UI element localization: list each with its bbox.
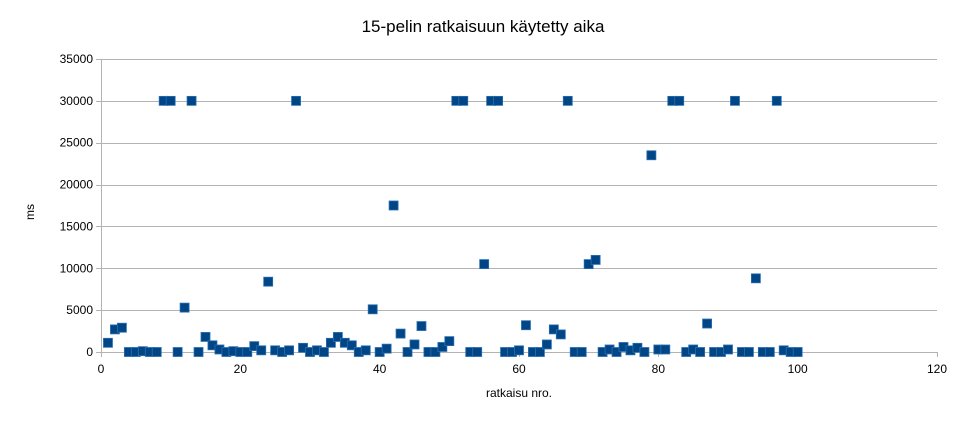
data-point: [360, 345, 371, 356]
data-point: [576, 347, 587, 357]
y-tick-label: 35000: [60, 52, 94, 66]
data-point: [186, 95, 197, 106]
data-point: [541, 339, 552, 350]
data-point: [535, 347, 545, 357]
data-point: [764, 347, 775, 357]
data-point: [590, 255, 601, 265]
data-point: [437, 342, 448, 352]
data-point: [416, 321, 427, 331]
data-point: [409, 339, 420, 350]
data-point: [514, 345, 524, 356]
data-point: [562, 95, 573, 106]
data-point: [479, 259, 490, 270]
gridlines: [101, 59, 937, 311]
data-point: [388, 200, 399, 211]
data-point: [284, 345, 295, 356]
data-point: [179, 302, 190, 313]
data-point: [172, 347, 183, 357]
data-point: [263, 276, 274, 287]
axes: [96, 59, 938, 357]
data-point: [723, 344, 733, 355]
x-tick-label: 40: [373, 362, 387, 376]
data-point: [291, 95, 301, 106]
data-point: [611, 347, 622, 357]
data-point: [555, 329, 566, 340]
data-point: [548, 324, 559, 335]
data-point: [521, 320, 531, 331]
data-point: [151, 347, 162, 357]
data-point: [660, 344, 671, 355]
data-point: [646, 150, 657, 161]
x-tick-label: 60: [512, 362, 526, 376]
y-tick-label: 15000: [60, 219, 94, 233]
y-tick-labels: 0 5000 10000 15000 20000 25000 30000 35000: [60, 52, 94, 359]
data-point: [750, 273, 761, 284]
data-point: [792, 347, 803, 357]
x-tick-labels: 0 20 40 60 80 100 120: [98, 362, 948, 376]
data-point: [103, 337, 113, 348]
data-point: [744, 347, 754, 357]
data-point: [200, 332, 211, 342]
data-point: [256, 345, 267, 356]
x-tick-label: 80: [652, 362, 666, 376]
data-point: [381, 343, 392, 354]
data-point: [332, 332, 343, 342]
y-tick-label: 5000: [66, 303, 93, 317]
x-tick-label: 20: [234, 362, 248, 376]
x-tick-label: 0: [98, 362, 105, 376]
data-point: [242, 347, 253, 357]
y-tick-label: 20000: [60, 178, 94, 192]
x-axis-label: ratkaisu nro.: [485, 386, 553, 400]
y-tick-label: 25000: [60, 136, 94, 150]
data-point: [117, 322, 127, 333]
data-point: [319, 347, 329, 357]
data-point: [458, 95, 469, 106]
data-point: [430, 347, 441, 357]
x-tick-label: 100: [788, 362, 808, 376]
data-point: [165, 95, 176, 106]
data-point: [695, 347, 706, 357]
data-point: [367, 304, 378, 315]
data-point: [702, 318, 712, 329]
data-point: [730, 95, 740, 106]
data-point: [402, 347, 413, 357]
data-point: [395, 328, 406, 339]
x-tick-label: 120: [927, 362, 947, 376]
y-tick-label: 0: [86, 345, 93, 359]
y-tick-label: 30000: [60, 94, 94, 108]
data-point: [325, 337, 336, 348]
chart-title: 15-pelin ratkaisuun käytetty aika: [361, 17, 605, 36]
data-point: [193, 347, 204, 357]
data-points: [103, 95, 803, 357]
data-point: [674, 95, 685, 106]
data-point: [771, 95, 782, 106]
data-point: [346, 340, 357, 351]
data-point: [444, 336, 455, 347]
y-tick-label: 10000: [60, 261, 94, 275]
data-point: [493, 95, 504, 106]
data-point: [639, 347, 650, 357]
data-point: [472, 347, 483, 357]
